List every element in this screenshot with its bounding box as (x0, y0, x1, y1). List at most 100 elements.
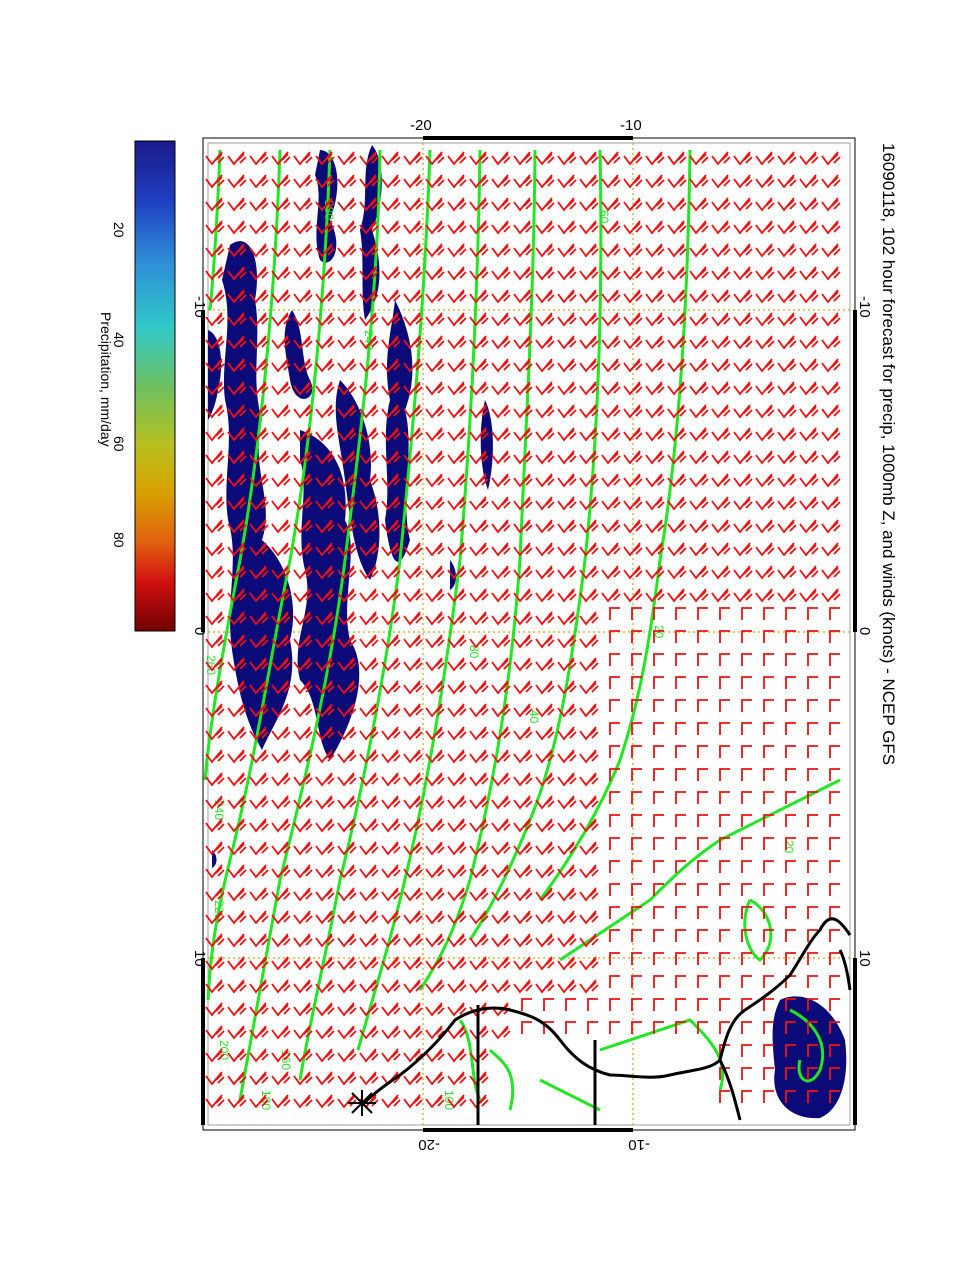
wind-barb (249, 588, 269, 603)
wind-barb (675, 768, 686, 781)
wind-barb (447, 450, 467, 465)
wind-barb (763, 1067, 774, 1080)
wind-barb (403, 657, 423, 672)
wind-barb (425, 427, 445, 442)
wind-barb (403, 289, 423, 304)
wind-barb (631, 837, 642, 850)
wind-barb (579, 519, 599, 534)
wind-barb (799, 588, 819, 603)
wind-barb (491, 197, 511, 212)
wind-barb (315, 450, 335, 465)
wind-barb (359, 1048, 379, 1063)
wind-barb (293, 634, 313, 649)
wind-barb (675, 883, 686, 896)
wind-barb (579, 703, 599, 718)
wind-barb (315, 151, 335, 166)
wind-barb (359, 864, 379, 879)
wind-barb (697, 1021, 708, 1034)
wind-barb (271, 450, 291, 465)
wind-barb (623, 542, 643, 557)
wind-barb (579, 864, 599, 879)
wind-barb (785, 699, 796, 712)
wind-barb (609, 630, 620, 643)
wind-barb (535, 289, 555, 304)
wind-barb (675, 699, 686, 712)
wind-barb (403, 473, 423, 488)
wind-barb (293, 864, 313, 879)
wind-barb (271, 979, 291, 994)
wind-barb (689, 174, 709, 189)
wind-barb (697, 722, 708, 735)
wind-barb (733, 174, 753, 189)
wind-barb (337, 841, 357, 856)
wind-barb (777, 542, 797, 557)
wind-barb (719, 630, 730, 643)
wind-barb (623, 404, 643, 419)
wind-barb (741, 653, 752, 666)
wind-barb (741, 699, 752, 712)
wind-barb (667, 266, 687, 281)
contour-label: 80 (467, 645, 481, 659)
colorbar: 20 40 60 80 Precipitation, mm/day (98, 140, 176, 632)
wind-barb (777, 519, 797, 534)
wind-barb (271, 266, 291, 281)
wind-barb (579, 680, 599, 695)
wind-barb (403, 496, 423, 511)
wind-barb (807, 906, 818, 919)
wind-barb (315, 1048, 335, 1063)
wind-barb (293, 1002, 313, 1017)
wind-barb (755, 243, 775, 258)
wind-barb (763, 745, 774, 758)
wind-barb (631, 1021, 642, 1034)
wind-barb (587, 998, 598, 1011)
wind-barb (579, 404, 599, 419)
wind-barb (785, 929, 796, 942)
wind-barb (741, 929, 752, 942)
wind-barb (807, 883, 818, 896)
wind-barb (315, 887, 335, 902)
wind-barb (711, 542, 731, 557)
wind-barb (315, 956, 335, 971)
wind-barb (513, 703, 533, 718)
wind-barb (337, 956, 357, 971)
wind-barb (425, 335, 445, 350)
wind-barb (821, 450, 841, 465)
wind-barb (807, 814, 818, 827)
wind-barb (469, 358, 489, 373)
wind-barb (557, 519, 577, 534)
wind-barb (579, 979, 599, 994)
wind-barb (821, 542, 841, 557)
wind-barb (579, 841, 599, 856)
wind-barb (579, 818, 599, 833)
wind-barb (249, 726, 269, 741)
wind-barb (623, 243, 643, 258)
wind-barb (293, 726, 313, 741)
wind-barb (425, 450, 445, 465)
wind-barb (697, 998, 708, 1011)
wind-barb (315, 910, 335, 925)
wind-barb (711, 174, 731, 189)
wind-barb (821, 404, 841, 419)
wind-barb (557, 243, 577, 258)
wind-barb (557, 473, 577, 488)
wind-barb (205, 197, 225, 212)
wind-barb (755, 496, 775, 511)
wind-barb (293, 1048, 313, 1063)
wind-barb (293, 404, 313, 419)
wind-barb (447, 542, 467, 557)
wind-barb (557, 427, 577, 442)
wind-barb (741, 860, 752, 873)
wind-barb (205, 151, 225, 166)
wind-barb (579, 473, 599, 488)
wind-barb (315, 358, 335, 373)
wind-barb (689, 151, 709, 166)
wind-barb (491, 611, 511, 626)
colorbar-tick-label: 80 (111, 532, 127, 548)
wind-barb (829, 837, 840, 850)
wind-barb (359, 289, 379, 304)
wind-barb (469, 703, 489, 718)
wind-barb (205, 1002, 225, 1017)
wind-barb (733, 151, 753, 166)
wind-barb (535, 312, 555, 327)
wind-barb (535, 519, 555, 534)
